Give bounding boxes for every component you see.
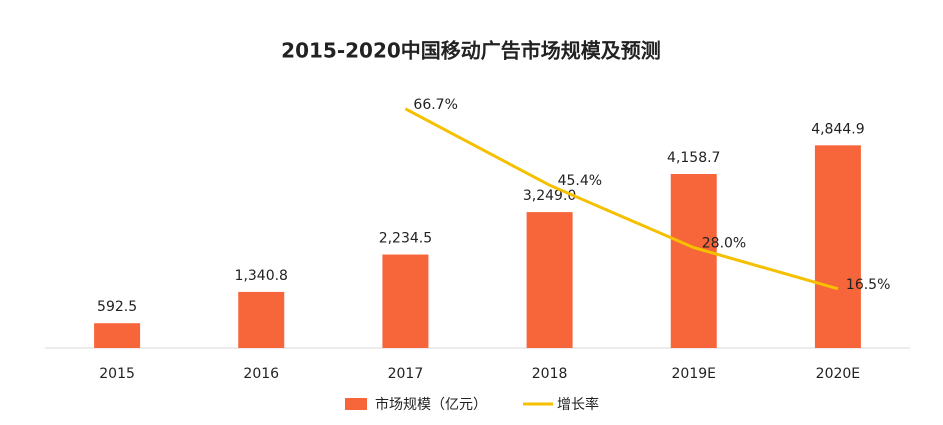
data-label: 4,844.9: [811, 121, 864, 137]
x-tick-label: 2015: [99, 366, 135, 382]
data-label: 16.5%: [846, 277, 890, 293]
legend-label: 增长率: [557, 396, 599, 413]
x-tick-label: 2019E: [672, 366, 716, 382]
legend-label: 市场规模（亿元）: [375, 396, 487, 413]
data-label: 592.5: [97, 299, 137, 315]
data-label: 45.4%: [558, 173, 602, 189]
data-label: 1,340.8: [235, 268, 288, 284]
data-label: 28.0%: [702, 236, 746, 252]
data-label: 4,158.7: [667, 150, 720, 166]
x-tick-label: 2017: [388, 366, 424, 382]
bar: [238, 291, 285, 348]
bar: [382, 254, 429, 348]
data-label: 66.7%: [413, 97, 457, 113]
bar: [94, 323, 141, 348]
x-tick-label: 2020E: [816, 366, 860, 382]
chart-title: 2015-2020中国移动广告市场规模及预测: [281, 39, 661, 63]
data-label: 2,234.5: [379, 231, 432, 247]
line: [404, 107, 839, 291]
data-label: 3,249.0: [523, 188, 576, 204]
legend-swatch: [345, 398, 367, 410]
bar: [814, 145, 861, 348]
x-tick-label: 2016: [243, 366, 279, 382]
x-tick-label: 2018: [532, 366, 568, 382]
bar: [670, 174, 717, 348]
bar: [526, 212, 573, 348]
